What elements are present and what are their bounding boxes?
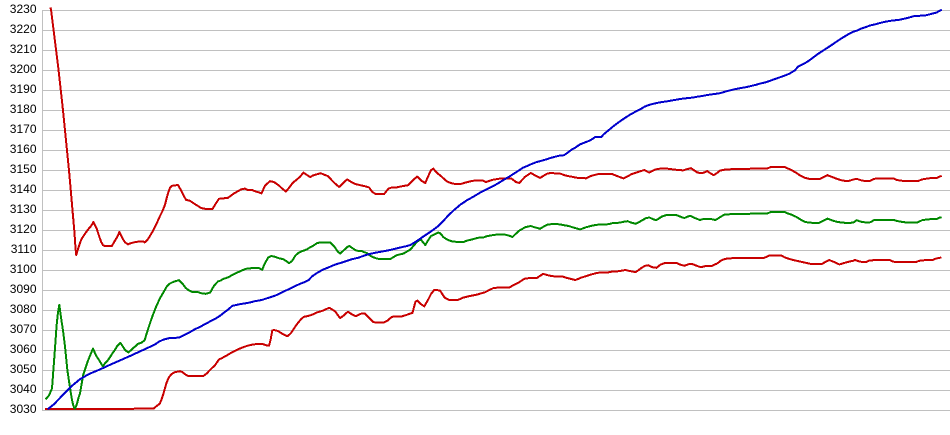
svg-text:3080: 3080 [10,302,37,316]
svg-text:3200: 3200 [10,62,37,76]
svg-text:3100: 3100 [10,262,37,276]
svg-text:3120: 3120 [10,222,37,236]
svg-text:3130: 3130 [10,202,37,216]
svg-text:3220: 3220 [10,22,37,36]
svg-text:3040: 3040 [10,382,37,396]
svg-text:3030: 3030 [10,402,37,416]
svg-text:3050: 3050 [10,362,37,376]
svg-text:3180: 3180 [10,102,37,116]
svg-text:3170: 3170 [10,122,37,136]
svg-text:3090: 3090 [10,282,37,296]
svg-text:3150: 3150 [10,162,37,176]
svg-text:3060: 3060 [10,342,37,356]
svg-text:3190: 3190 [10,82,37,96]
svg-text:3160: 3160 [10,142,37,156]
svg-text:3070: 3070 [10,322,37,336]
svg-text:3230: 3230 [10,2,37,16]
svg-text:3140: 3140 [10,182,37,196]
svg-text:3210: 3210 [10,42,37,56]
svg-text:3110: 3110 [11,242,37,256]
